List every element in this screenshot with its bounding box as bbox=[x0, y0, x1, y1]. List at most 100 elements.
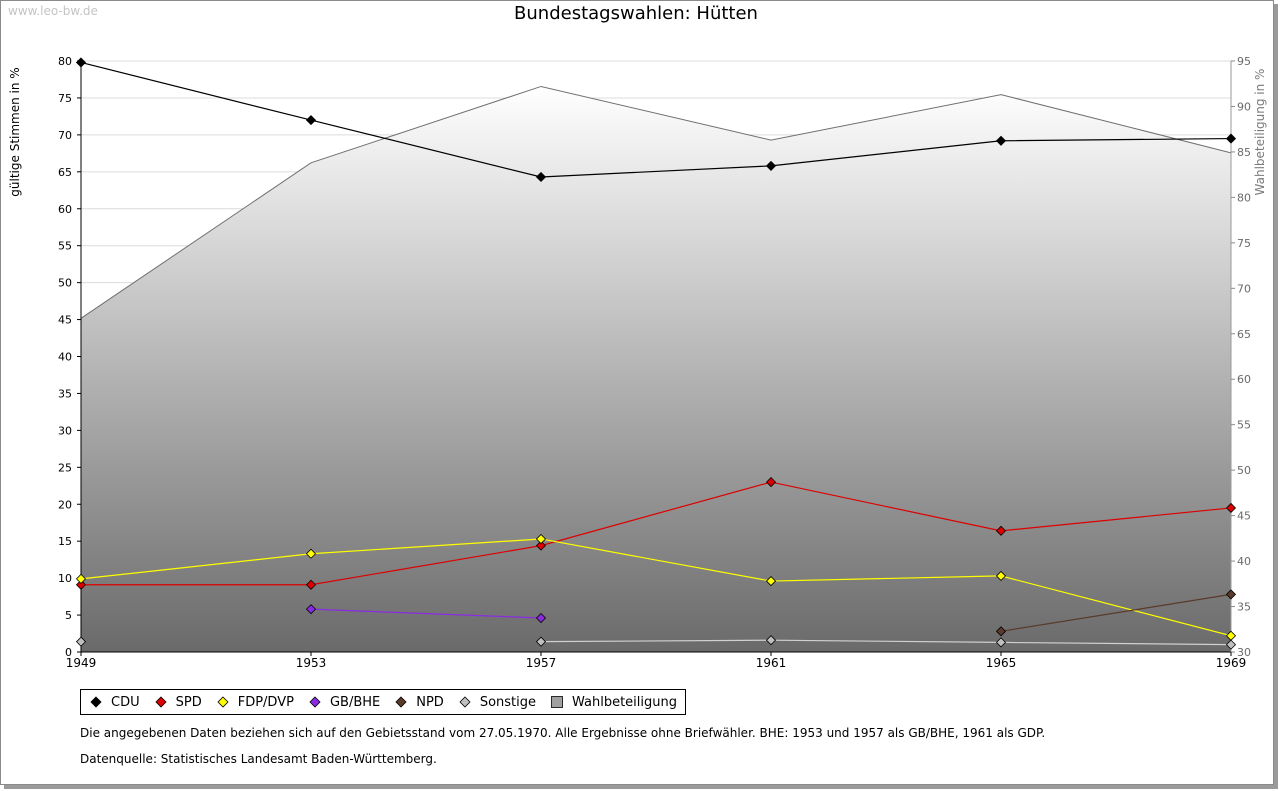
data-point-fdpdvp bbox=[995, 570, 1007, 581]
data-point-spd bbox=[75, 579, 87, 590]
y-tick-label-left: 55 bbox=[58, 240, 72, 253]
y-tick-label-right: 60 bbox=[1237, 373, 1251, 386]
y-tick-label-left: 15 bbox=[58, 535, 72, 548]
y-tick-label-right: 30 bbox=[1237, 646, 1251, 659]
y-tick-label-right: 50 bbox=[1237, 464, 1251, 477]
data-point-sonstige bbox=[75, 636, 87, 647]
y-axis-label-right: Wahlbeteiligung in % bbox=[1253, 68, 1267, 196]
data-point-cdu bbox=[305, 115, 317, 126]
x-tick-label: 1949 bbox=[66, 656, 97, 670]
legend-square-icon bbox=[551, 696, 563, 708]
y-tick-label-left: 0 bbox=[65, 646, 72, 659]
axes: 0 5 10 15 20 25 30 35 40 45 50 55 60 65 70 75 80 30 35 40 45… bbox=[58, 55, 1251, 670]
legend-label: NPD bbox=[416, 694, 444, 710]
y-tick-label-right: 35 bbox=[1237, 601, 1251, 614]
watermark: www.leo-bw.de bbox=[8, 4, 98, 18]
x-tick-label: 1969 bbox=[1216, 656, 1247, 670]
legend-item: GB/BHE bbox=[308, 695, 380, 710]
y-tick-label-left: 65 bbox=[58, 166, 72, 179]
data-point-cdu bbox=[75, 57, 87, 68]
y-tick-label-left: 45 bbox=[58, 314, 72, 327]
legend-label: CDU bbox=[111, 694, 140, 710]
chart-title: Bundestagswahlen: Hütten bbox=[514, 3, 758, 24]
y-tick-label-left: 75 bbox=[58, 92, 72, 105]
series-line-sonstige bbox=[540, 639, 1232, 646]
y-tick-label-left: 50 bbox=[58, 277, 72, 290]
y-tick-label-right: 75 bbox=[1237, 237, 1251, 250]
data-point-cdu bbox=[995, 135, 1007, 146]
legend-diamond-icon bbox=[459, 696, 471, 708]
legend-item: FDP/DVP bbox=[216, 695, 294, 710]
data-point-spd bbox=[305, 579, 317, 590]
y-tick-label-right: 40 bbox=[1237, 555, 1251, 568]
y-tick-label-right: 70 bbox=[1237, 282, 1251, 295]
legend-diamond-icon bbox=[217, 696, 229, 708]
legend-item: CDU bbox=[89, 695, 140, 710]
y-tick-label-left: 20 bbox=[58, 498, 72, 511]
data-point-sonstige bbox=[1225, 639, 1237, 650]
y-tick-label-right: 65 bbox=[1237, 328, 1251, 341]
data-point-spd bbox=[765, 477, 777, 488]
legend-label: SPD bbox=[175, 694, 202, 710]
y-tick-label-left: 40 bbox=[58, 351, 72, 364]
y-tick-label-right: 55 bbox=[1237, 419, 1251, 432]
data-point-fdpdvp bbox=[305, 548, 317, 559]
data-point-sonstige bbox=[995, 637, 1007, 648]
series-line-gbbhe bbox=[310, 608, 542, 619]
x-tick-label: 1961 bbox=[756, 656, 787, 670]
legend-label: FDP/DVP bbox=[237, 694, 294, 710]
legend-diamond-icon bbox=[395, 696, 407, 708]
x-tick-label: 1953 bbox=[296, 656, 327, 670]
y-tick-label-left: 35 bbox=[58, 387, 72, 400]
data-point-fdpdvp bbox=[765, 576, 777, 587]
y-tick-label-left: 70 bbox=[58, 129, 72, 142]
turnout-area-fill bbox=[81, 86, 1231, 653]
turnout-area bbox=[80, 85, 1232, 653]
series-line-cdu bbox=[80, 61, 1232, 178]
y-tick-label-right: 85 bbox=[1237, 146, 1251, 159]
data-point-npd bbox=[995, 626, 1007, 637]
data-point-gbbhe bbox=[305, 604, 317, 615]
data-point-sonstige bbox=[535, 636, 547, 647]
y-tick-label-right: 95 bbox=[1237, 55, 1251, 68]
y-tick-label-left: 80 bbox=[58, 55, 72, 68]
series-line-npd bbox=[1000, 593, 1232, 632]
legend-label: Wahlbeteiligung bbox=[572, 694, 678, 710]
series-line-fdpdvp bbox=[80, 538, 1232, 637]
x-tick-label: 1965 bbox=[986, 656, 1017, 670]
data-point-spd bbox=[535, 540, 547, 551]
legend-diamond-icon bbox=[90, 696, 102, 708]
data-source: Datenquelle: Statistisches Landesamt Bad… bbox=[80, 752, 437, 766]
y-tick-label-right: 45 bbox=[1237, 510, 1251, 523]
y-tick-label-right: 90 bbox=[1237, 100, 1251, 113]
data-point-fdpdvp bbox=[75, 573, 87, 584]
data-point-cdu bbox=[535, 171, 547, 183]
y-tick-label-left: 10 bbox=[58, 572, 72, 585]
data-point-cdu bbox=[1225, 133, 1237, 144]
data-point-spd bbox=[1225, 502, 1237, 514]
footnote: Die angegebenen Daten beziehen sich auf … bbox=[80, 726, 1046, 740]
data-point-spd bbox=[995, 525, 1007, 536]
legend-label: GB/BHE bbox=[329, 694, 381, 710]
turnout-line bbox=[80, 85, 1232, 319]
legend-diamond-icon bbox=[155, 696, 167, 708]
series-line-spd bbox=[81, 481, 1232, 586]
legend-diamond-icon bbox=[309, 696, 321, 708]
legend-item: Sonstige bbox=[458, 695, 536, 710]
y-tick-label-left: 30 bbox=[58, 424, 72, 437]
x-tick-label: 1957 bbox=[526, 656, 557, 670]
legend: CDU SPD FDP/DVP GB/BHE NPD Sonstige Wahlbeteil… bbox=[80, 689, 687, 715]
y-tick-label-left: 5 bbox=[65, 609, 72, 622]
series-markers bbox=[75, 57, 1237, 650]
legend-item: SPD bbox=[154, 695, 202, 710]
data-point-sonstige bbox=[765, 635, 777, 646]
y-axis-label-left: gültige Stimmen in % bbox=[8, 67, 22, 197]
legend-item: Wahlbeteiligung bbox=[550, 695, 677, 710]
y-tick-label-left: 25 bbox=[58, 461, 72, 474]
y-tick-label-left: 60 bbox=[58, 203, 72, 216]
data-point-gbbhe bbox=[535, 612, 547, 624]
legend-item: NPD bbox=[394, 695, 444, 710]
legend-label: Sonstige bbox=[479, 694, 536, 710]
y-tick-label-right: 80 bbox=[1237, 191, 1251, 204]
